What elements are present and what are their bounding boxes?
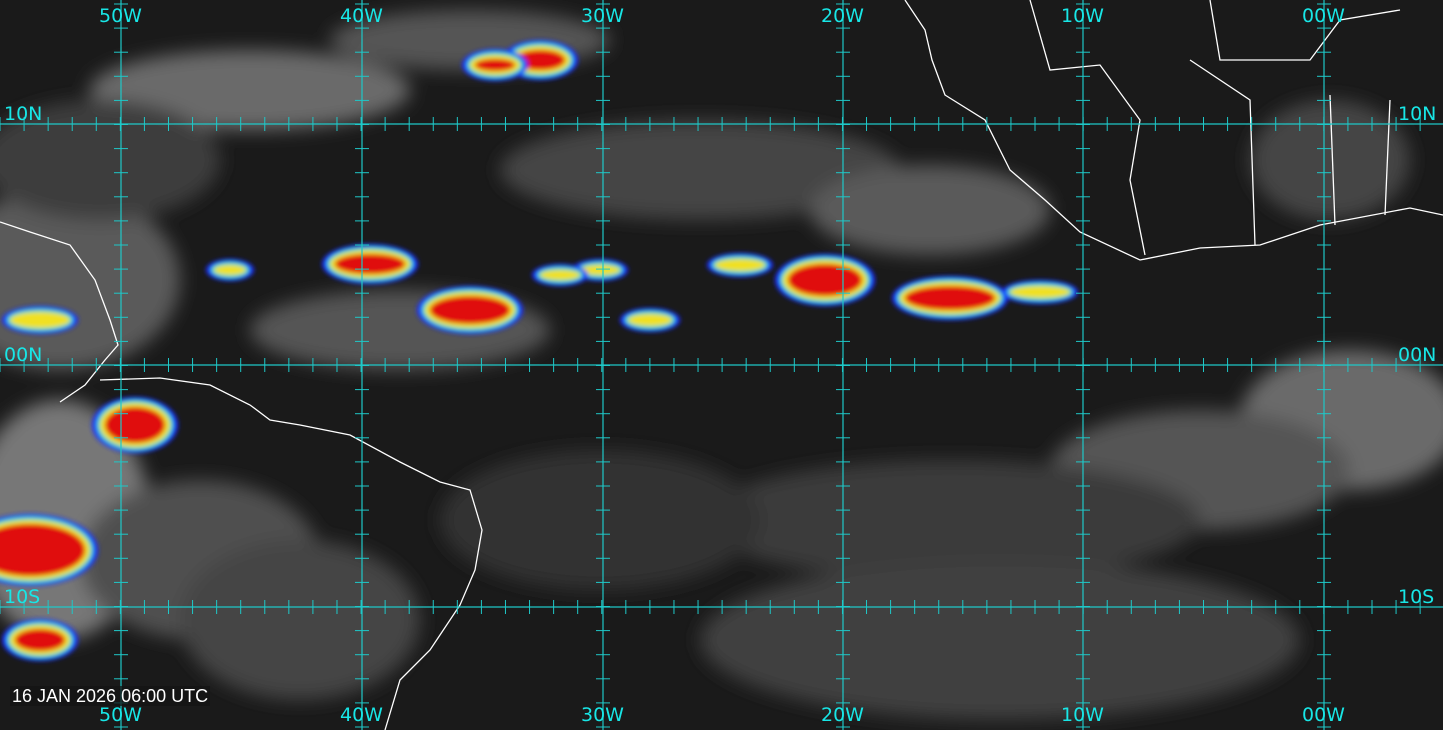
coastline	[1329, 94, 1336, 226]
convective-cell-warm	[1010, 286, 1070, 298]
longitude-label-bottom: 10W	[1061, 704, 1104, 726]
latitude-label-left: 10S	[4, 586, 41, 608]
latitude-label-left: 10N	[4, 103, 43, 125]
cloud-area	[180, 540, 420, 700]
convective-cell-core	[0, 524, 85, 576]
cloud-area	[1250, 100, 1410, 220]
latitude-label-right: 10N	[1398, 103, 1437, 125]
longitude-label-bottom: 50W	[99, 704, 142, 726]
latitude-label-right: 00N	[1398, 344, 1437, 366]
convective-cell-core	[475, 59, 515, 71]
longitude-label-bottom: 00W	[1302, 704, 1345, 726]
cloud-area	[0, 100, 220, 220]
cloud-area	[440, 450, 760, 590]
cloud-area	[700, 560, 1300, 720]
convective-cell-warm	[214, 265, 246, 275]
convective-cell-core	[788, 264, 862, 296]
cloud-area	[810, 165, 1050, 255]
longitude-label-top: 40W	[340, 5, 383, 27]
coastline	[1209, 0, 1401, 61]
convective-cell-warm	[580, 265, 620, 275]
longitude-label-bottom: 20W	[821, 704, 864, 726]
convective-cell-warm	[628, 314, 672, 326]
longitude-label-top: 30W	[581, 5, 624, 27]
convective-cell-core	[905, 286, 995, 310]
longitude-label-bottom: 30W	[581, 704, 624, 726]
cloud-area	[90, 50, 410, 130]
convective-cell-warm	[715, 259, 765, 271]
coastline	[1189, 59, 1256, 246]
convective-cell-core	[105, 407, 165, 443]
convective-cell-core	[15, 629, 65, 651]
coastline	[904, 0, 1443, 261]
convective-cells	[0, 40, 1078, 661]
convective-cell-core	[335, 254, 405, 274]
cloud-area	[500, 120, 900, 220]
cloud-area	[700, 460, 1200, 580]
convective-cell-warm	[540, 270, 580, 280]
coastline	[0, 221, 119, 403]
latitude-label-left: 00N	[4, 344, 43, 366]
timestamp-label: 16 JAN 2026 06:00 UTC	[10, 686, 211, 706]
longitude-label-top: 00W	[1302, 5, 1345, 27]
convective-cell-core	[430, 296, 510, 324]
coastline	[1384, 99, 1391, 216]
coastline	[99, 377, 483, 730]
longitude-label-top: 10W	[1061, 5, 1104, 27]
coastline	[1029, 0, 1146, 256]
longitude-label-top: 20W	[821, 5, 864, 27]
latitude-label-right: 10S	[1398, 586, 1435, 608]
longitude-label-top: 50W	[99, 5, 142, 27]
longitude-label-bottom: 40W	[340, 704, 383, 726]
convective-cell-warm	[10, 312, 70, 328]
